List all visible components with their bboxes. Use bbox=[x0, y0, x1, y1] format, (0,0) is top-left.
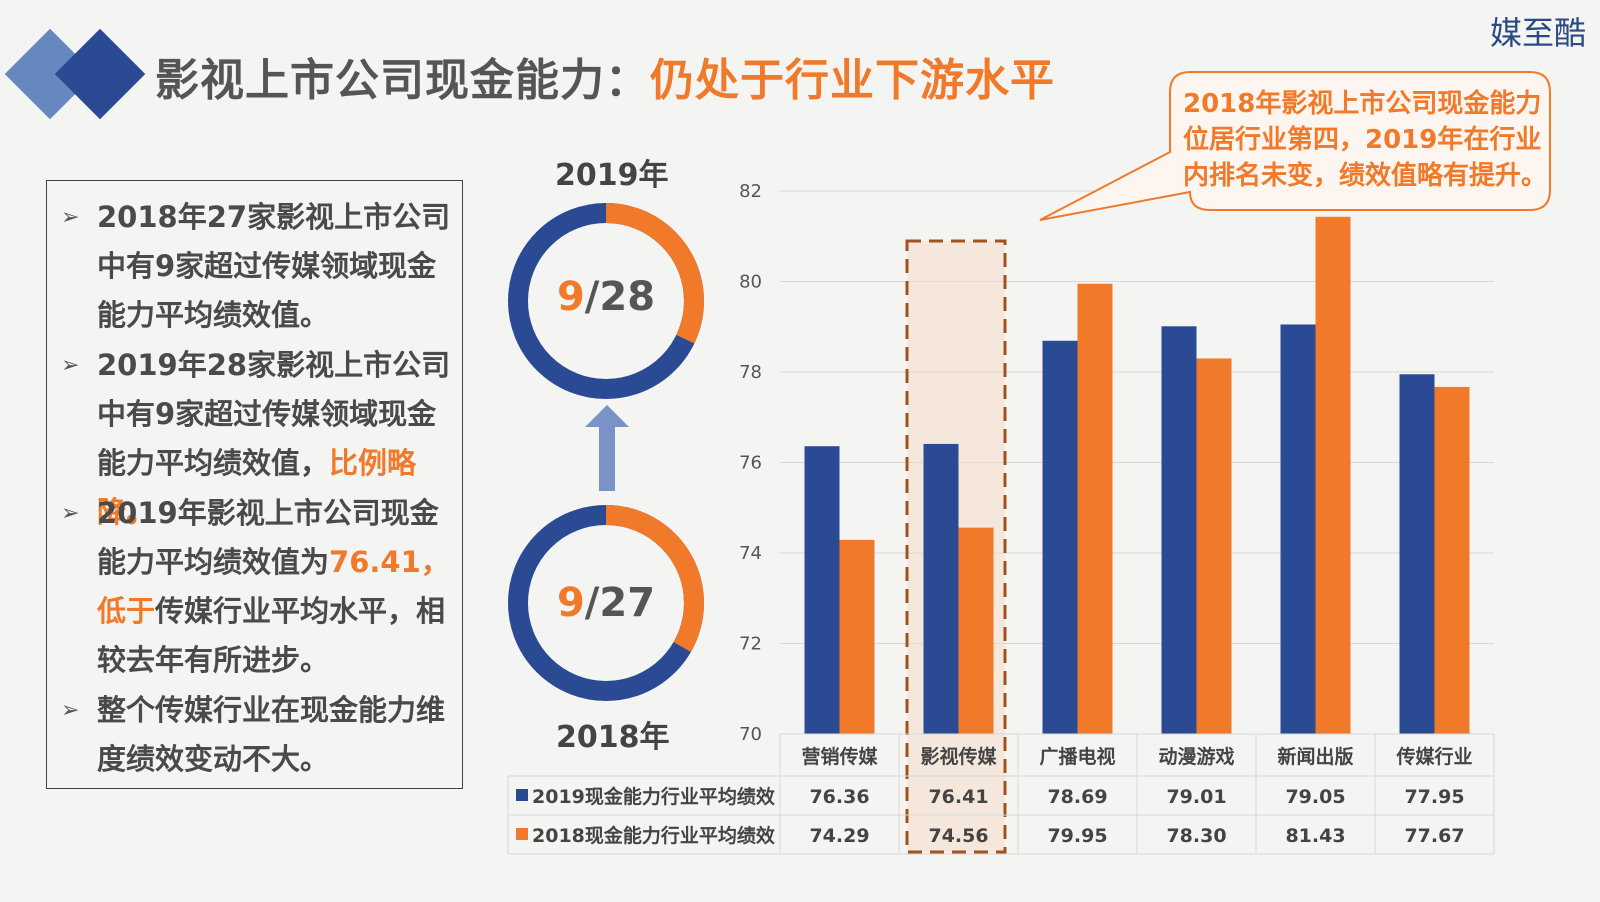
category-label: 动漫游戏 bbox=[1158, 745, 1234, 768]
donut-top-denominator: /28 bbox=[584, 274, 656, 320]
table-cell: 74.29 bbox=[809, 825, 869, 847]
bar-2018 bbox=[1434, 386, 1470, 734]
y-tick-label: 76 bbox=[739, 453, 762, 474]
callout-text: 2018年影视上市公司现金能力位居行业第四，2019年在行业内排名未变，绩效值略… bbox=[1183, 89, 1548, 191]
donut-bottom-center: 9/27 bbox=[506, 580, 706, 626]
bar-2019 bbox=[923, 443, 959, 734]
legend-swatch bbox=[516, 828, 528, 840]
bullet-text-part: 整个传媒行业在现金能力维度绩效变动不大。 bbox=[97, 693, 446, 776]
bar-2018 bbox=[958, 527, 994, 734]
table-cell: 78.30 bbox=[1166, 825, 1226, 847]
table-cell: 74.56 bbox=[928, 825, 988, 847]
bullet-highlight: 76.41，低于 bbox=[97, 545, 450, 628]
donut-top-center: 9/28 bbox=[506, 274, 706, 320]
bullet-text-3: 2019年影视上市公司现金能力平均绩效值为76.41，低于传媒行业平均水平，相较… bbox=[97, 489, 461, 685]
table-cell: 79.95 bbox=[1047, 825, 1107, 847]
bullet-text-1: 2018年27家影视上市公司中有9家超过传媒领域现金能力平均绩效值。 bbox=[97, 193, 461, 340]
page-title: 影视上市公司现金能力：仍处于行业下游水平 bbox=[155, 44, 1055, 108]
y-tick-label: 78 bbox=[739, 362, 762, 383]
legend-label: 2018现金能力行业平均绩效 bbox=[532, 824, 775, 847]
data-table: 营销传媒 影视传媒 广播电视 动漫游戏 新闻出版 传媒行业 2019现金能力行业平均绩效 76… bbox=[507, 733, 1495, 855]
donut-top bbox=[508, 203, 704, 399]
donut-bottom-year: 2018年 bbox=[556, 720, 670, 755]
category-label: 广播电视 bbox=[1039, 745, 1115, 768]
donut-bottom-denominator: /27 bbox=[584, 580, 656, 626]
logo: 媒至酷 bbox=[1489, 14, 1586, 52]
bullet-text-part: 传媒行业平均水平，相较去年有所进步。 bbox=[97, 594, 446, 677]
bullet-highlight: 比例略降。 bbox=[97, 446, 417, 529]
donut-bottom-arc bbox=[508, 505, 704, 701]
arrow-icon: ➢ bbox=[61, 501, 80, 526]
summary-box: ➢ 2018年27家影视上市公司中有9家超过传媒领域现金能力平均绩效值。 ➢ 2… bbox=[46, 180, 463, 789]
y-axis-ticks: 70 72 74 76 78 80 82 bbox=[739, 181, 762, 745]
callout-bubble bbox=[1039, 71, 1551, 221]
bar-2018 bbox=[1315, 216, 1351, 735]
bullet-text-part: 2019年影视上市公司现金能力平均绩效值为 bbox=[97, 496, 439, 579]
bar-2019 bbox=[1399, 374, 1435, 734]
bar-2018 bbox=[1196, 358, 1232, 734]
category-label: 影视传媒 bbox=[920, 745, 997, 768]
y-tick-label: 74 bbox=[739, 543, 762, 564]
y-tick-label: 70 bbox=[739, 724, 762, 745]
table-cell: 77.67 bbox=[1404, 825, 1464, 847]
bullet-item: ➢ 2019年28家影视上市公司中有9家超过传媒领域现金能力平均绩效值，比例略降… bbox=[61, 341, 461, 537]
bar-2018 bbox=[839, 539, 875, 734]
table-cell: 77.95 bbox=[1404, 786, 1464, 808]
chart-grid bbox=[780, 190, 1494, 735]
arrow-icon: ➢ bbox=[61, 353, 80, 378]
donut-top-arc bbox=[508, 203, 704, 399]
category-label: 传媒行业 bbox=[1395, 745, 1472, 768]
bullet-text-part: 2018年27家影视上市公司中有9家超过传媒领域现金能力平均绩效值。 bbox=[97, 200, 451, 332]
bullet-item: ➢ 2019年影视上市公司现金能力平均绩效值为76.41，低于传媒行业平均水平，… bbox=[61, 489, 461, 685]
donut-bottom-numerator: 9 bbox=[556, 580, 585, 626]
donut-top-year: 2019年 bbox=[555, 158, 669, 193]
bullet-text-2: 2019年28家影视上市公司中有9家超过传媒领域现金能力平均绩效值，比例略降。 bbox=[97, 341, 461, 537]
y-tick-label: 80 bbox=[739, 272, 762, 293]
bullet-text-part: 2019年28家影视上市公司中有9家超过传媒领域现金能力平均绩效值， bbox=[97, 348, 451, 480]
table-cell: 81.43 bbox=[1285, 825, 1345, 847]
bar-2019 bbox=[1280, 324, 1316, 734]
category-label: 营销传媒 bbox=[801, 745, 878, 768]
callout-shape bbox=[1039, 71, 1551, 221]
arrow-icon: ➢ bbox=[61, 698, 80, 723]
title-highlight: 仍处于行业下游水平 bbox=[650, 55, 1055, 106]
table-cell: 79.05 bbox=[1285, 786, 1345, 808]
category-label: 新闻出版 bbox=[1277, 745, 1353, 768]
bars-group bbox=[804, 216, 1470, 735]
bullet-item: ➢ 整个传媒行业在现金能力维度绩效变动不大。 bbox=[61, 686, 461, 784]
arrow-icon: ➢ bbox=[61, 205, 80, 230]
table-cell: 76.41 bbox=[928, 786, 988, 808]
bullet-item: ➢ 2018年27家影视上市公司中有9家超过传媒领域现金能力平均绩效值。 bbox=[61, 193, 461, 340]
bar-2018 bbox=[1077, 283, 1113, 734]
donut-top-numerator: 9 bbox=[556, 274, 585, 320]
legend-swatch bbox=[516, 789, 528, 801]
y-tick-label: 82 bbox=[739, 181, 762, 202]
table-cell: 79.01 bbox=[1166, 786, 1226, 808]
donut-bottom bbox=[508, 505, 704, 701]
bar-2019 bbox=[1042, 340, 1078, 734]
y-tick-label: 72 bbox=[739, 634, 762, 655]
table-cell: 78.69 bbox=[1047, 786, 1107, 808]
title-main: 影视上市公司现金能力： bbox=[155, 55, 650, 106]
bar-2019 bbox=[804, 446, 840, 734]
table-cell: 76.36 bbox=[809, 786, 869, 808]
legend-label: 2019现金能力行业平均绩效 bbox=[532, 785, 775, 808]
bar-2019 bbox=[1161, 326, 1197, 734]
up-arrow-icon bbox=[585, 405, 629, 491]
bullet-text-4: 整个传媒行业在现金能力维度绩效变动不大。 bbox=[97, 686, 461, 784]
